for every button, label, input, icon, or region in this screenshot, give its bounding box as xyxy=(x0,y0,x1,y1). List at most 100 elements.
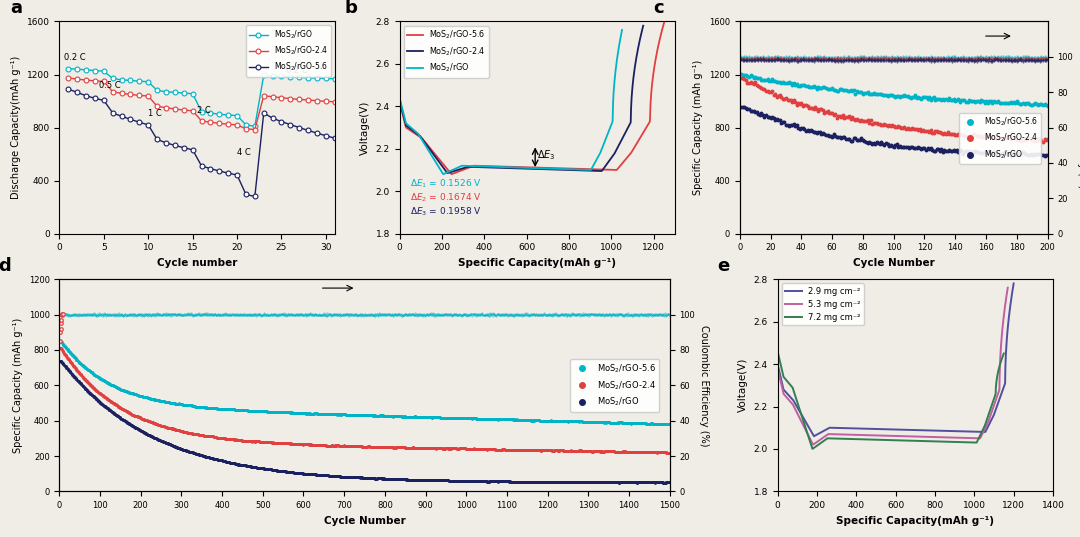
MoS$_2$/rGO-2.4 xyxy=(604,157,617,163)
MoS$_2$/rGO-5.6 xyxy=(747,74,760,81)
MoS$_2$/rGO-5.6 xyxy=(80,92,93,99)
MoS$_2$/rGO xyxy=(231,112,244,119)
MoS$_2$/rGO xyxy=(80,67,93,73)
Text: 2 C: 2 C xyxy=(198,106,211,115)
MoS$_2$/rGO xyxy=(213,111,226,118)
2.9 mg cm⁻² xyxy=(908,427,921,433)
MoS$_2$/rGO xyxy=(562,166,575,172)
MoS$_2$/rGO-2.4 xyxy=(257,92,270,99)
Legend: MoS$_2$/rGO-5.6, MoS$_2$/rGO-2.4, MoS$_2$/rGO: MoS$_2$/rGO-5.6, MoS$_2$/rGO-2.4, MoS$_2… xyxy=(404,26,489,77)
MoS$_2$/rGO xyxy=(755,110,768,117)
MoS$_2$/rGO xyxy=(97,68,110,75)
MoS$_2$/rGO-2.4 xyxy=(578,167,591,173)
Legend: MoS$_2$/rGO-5.6, MoS$_2$/rGO-2.4, MoS$_2$/rGO: MoS$_2$/rGO-5.6, MoS$_2$/rGO-2.4, MoS$_2… xyxy=(570,359,659,411)
MoS$_2$/rGO-2.4 xyxy=(80,77,93,83)
MoS$_2$/rGO-5.6 xyxy=(106,110,119,116)
MoS$_2$/rGO-5.6 xyxy=(275,118,288,125)
MoS$_2$/rGO-2.4 xyxy=(311,98,324,104)
MoS$_2$/rGO-5.6 xyxy=(393,99,406,105)
2.9 mg cm⁻² xyxy=(915,427,928,433)
MoS$_2$/rGO xyxy=(240,122,253,128)
X-axis label: Cycle Number: Cycle Number xyxy=(853,258,934,268)
MoS$_2$/rGO xyxy=(407,126,420,133)
Text: 0.2 C: 0.2 C xyxy=(286,66,308,75)
Y-axis label: Voltage(V): Voltage(V) xyxy=(360,100,370,155)
7.2 mg cm⁻² xyxy=(943,439,956,445)
MoS$_2$/rGO-5.6 xyxy=(621,154,634,160)
Y-axis label: Coulombic Efficiency (%): Coulombic Efficiency (%) xyxy=(699,324,708,446)
MoS$_2$/rGO-2.4 xyxy=(186,107,199,114)
MoS$_2$/rGO-5.6 xyxy=(409,131,422,137)
MoS$_2$/rGO-5.6 xyxy=(97,97,110,104)
MoS$_2$/rGO-5.6 xyxy=(284,121,297,128)
MoS$_2$/rGO-5.6 xyxy=(792,83,805,89)
Line: MoS$_2$/rGO: MoS$_2$/rGO xyxy=(740,106,1049,157)
2.9 mg cm⁻² xyxy=(785,396,798,402)
MoS$_2$/rGO xyxy=(257,72,270,78)
Line: MoS$_2$/rGO: MoS$_2$/rGO xyxy=(400,30,622,174)
Text: 0.5 C: 0.5 C xyxy=(99,81,121,90)
X-axis label: Cycle Number: Cycle Number xyxy=(324,516,405,526)
MoS$_2$/rGO-5.6 xyxy=(248,193,261,200)
MoS$_2$/rGO xyxy=(1041,151,1054,158)
MoS$_2$/rGO xyxy=(160,89,173,95)
Text: $\Delta E_3$: $\Delta E_3$ xyxy=(537,148,555,162)
MoS$_2$/rGO-5.6 xyxy=(816,84,829,91)
Y-axis label: Discharge Capacity(mAh g⁻¹): Discharge Capacity(mAh g⁻¹) xyxy=(11,56,22,199)
Text: $\Delta E_2$ = 0.1674 V: $\Delta E_2$ = 0.1674 V xyxy=(410,192,482,204)
Text: 4 C: 4 C xyxy=(238,148,251,157)
MoS$_2$/rGO-2.4 xyxy=(275,95,288,101)
Line: 7.2 mg cm⁻²: 7.2 mg cm⁻² xyxy=(778,351,1003,449)
MoS$_2$/rGO xyxy=(328,76,341,82)
MoS$_2$/rGO-2.4 xyxy=(124,91,137,98)
MoS$_2$/rGO xyxy=(204,110,217,116)
MoS$_2$/rGO-2.4 xyxy=(160,104,173,111)
Line: MoS$_2$/rGO-2.4: MoS$_2$/rGO-2.4 xyxy=(400,26,644,173)
MoS$_2$/rGO-2.4 xyxy=(177,107,190,113)
Line: MoS$_2$/rGO-5.6: MoS$_2$/rGO-5.6 xyxy=(66,86,337,199)
MoS$_2$/rGO-2.4 xyxy=(213,120,226,127)
MoS$_2$/rGO-2.4 xyxy=(535,166,548,172)
MoS$_2$/rGO-2.4 xyxy=(328,99,341,105)
MoS$_2$/rGO-5.6 xyxy=(301,127,314,134)
5.3 mg cm⁻² xyxy=(785,400,798,407)
MoS$_2$/rGO-5.6 xyxy=(548,165,561,171)
MoS$_2$/rGO-2.4 xyxy=(204,119,217,126)
Text: a: a xyxy=(10,0,22,17)
7.2 mg cm⁻² xyxy=(806,446,819,452)
MoS$_2$/rGO-2.4 xyxy=(106,89,119,95)
2.9 mg cm⁻² xyxy=(771,361,784,367)
5.3 mg cm⁻² xyxy=(946,434,959,441)
7.2 mg cm⁻² xyxy=(903,438,916,444)
MoS$_2$/rGO-2.4 xyxy=(1041,136,1054,142)
MoS$_2$/rGO xyxy=(616,27,629,33)
MoS$_2$/rGO-5.6 xyxy=(658,18,671,25)
MoS$_2$/rGO-5.6 xyxy=(168,142,181,149)
Line: MoS$_2$/rGO-2.4: MoS$_2$/rGO-2.4 xyxy=(740,76,1049,143)
Line: MoS$_2$/rGO-2.4: MoS$_2$/rGO-2.4 xyxy=(66,75,337,132)
MoS$_2$/rGO xyxy=(266,72,279,79)
MoS$_2$/rGO xyxy=(293,74,306,81)
Text: e: e xyxy=(717,257,729,275)
MoS$_2$/rGO-2.4 xyxy=(320,98,333,105)
2.9 mg cm⁻² xyxy=(808,433,821,439)
MoS$_2$/rGO-5.6 xyxy=(62,86,75,92)
MoS$_2$/rGO xyxy=(150,87,163,93)
Text: $\Delta E_1$ = 0.1526 V: $\Delta E_1$ = 0.1526 V xyxy=(410,178,482,191)
2.9 mg cm⁻² xyxy=(974,429,987,435)
MoS$_2$/rGO-2.4 xyxy=(116,90,129,97)
MoS$_2$/rGO-2.4 xyxy=(541,166,554,172)
MoS$_2$/rGO-5.6 xyxy=(150,136,163,143)
Text: 1 C: 1 C xyxy=(148,108,162,118)
MoS$_2$/rGO xyxy=(275,73,288,79)
MoS$_2$/rGO xyxy=(794,126,807,133)
MoS$_2$/rGO xyxy=(195,108,208,115)
MoS$_2$/rGO xyxy=(62,66,75,72)
MoS$_2$/rGO-2.4 xyxy=(301,97,314,103)
Line: MoS$_2$/rGO: MoS$_2$/rGO xyxy=(66,66,337,129)
MoS$_2$/rGO-5.6 xyxy=(563,165,576,172)
Text: c: c xyxy=(653,0,664,17)
MoS$_2$/rGO xyxy=(436,171,449,177)
MoS$_2$/rGO-2.4 xyxy=(141,93,154,99)
MoS$_2$/rGO-5.6 xyxy=(734,71,747,78)
